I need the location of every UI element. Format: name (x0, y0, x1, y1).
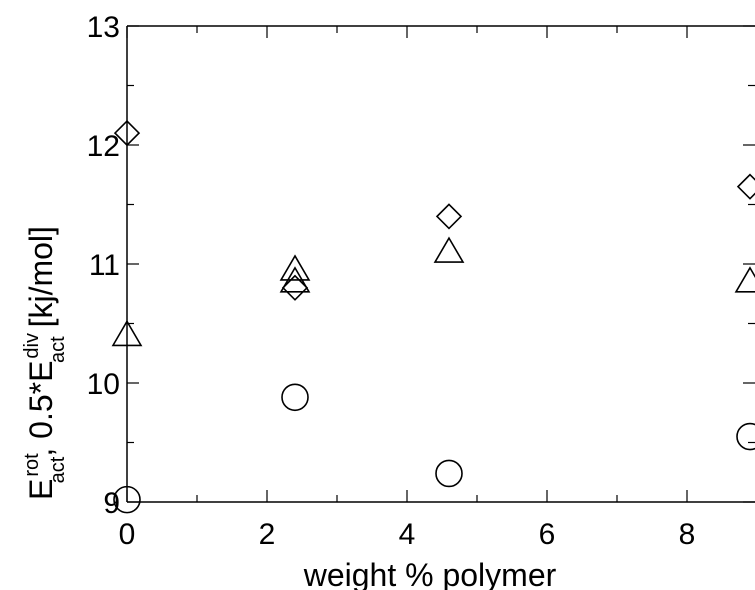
circle-marker (435, 459, 463, 488)
triangle-marker (111, 319, 143, 347)
y-tick-label: 12 (87, 130, 120, 163)
y-tick-label: 9 (103, 487, 120, 520)
triangle-marker (279, 254, 311, 281)
y-label-unit: [kj/mol] (23, 226, 59, 336)
diamond-marker (281, 274, 309, 301)
triangle-marker (433, 236, 465, 263)
triangle-marker (279, 266, 311, 293)
y-label-middle: , 0.5*E (23, 361, 59, 457)
circle-marker (113, 485, 141, 514)
y-label-e: E (23, 479, 59, 500)
axis-tick-labels: 0 2 4 6 8 9 10 11 12 13 (87, 11, 696, 551)
y-label-act-sub-1: act (47, 456, 69, 483)
diamond-marker (113, 119, 141, 147)
x-tick-label: 2 (259, 518, 276, 551)
x-tick-label: 6 (539, 518, 556, 551)
y-tick-label: 10 (87, 368, 120, 401)
y-tick-label: 13 (87, 11, 120, 44)
diamond-marker (435, 203, 463, 230)
data-markers (111, 119, 755, 514)
y-label-div-sup: div (21, 333, 43, 359)
y-tick-label: 11 (89, 249, 120, 282)
plot-axes (126, 25, 755, 503)
circle-marker (736, 422, 755, 451)
x-tick-label: 4 (399, 518, 416, 551)
y-axis-label: Erot act, 0.5*Ediv act [kj/mol] (21, 226, 69, 500)
y-label-rot-sup: rot (21, 453, 43, 477)
x-axis-label: weight % polymer (303, 557, 557, 590)
y-label-act-sub-2: act (47, 336, 69, 363)
diamond-marker (736, 173, 755, 200)
circle-marker (281, 383, 309, 412)
triangle-marker (734, 266, 755, 293)
axis-ticks (126, 25, 755, 503)
x-tick-label: 0 (119, 518, 136, 551)
x-tick-label: 8 (679, 518, 696, 551)
